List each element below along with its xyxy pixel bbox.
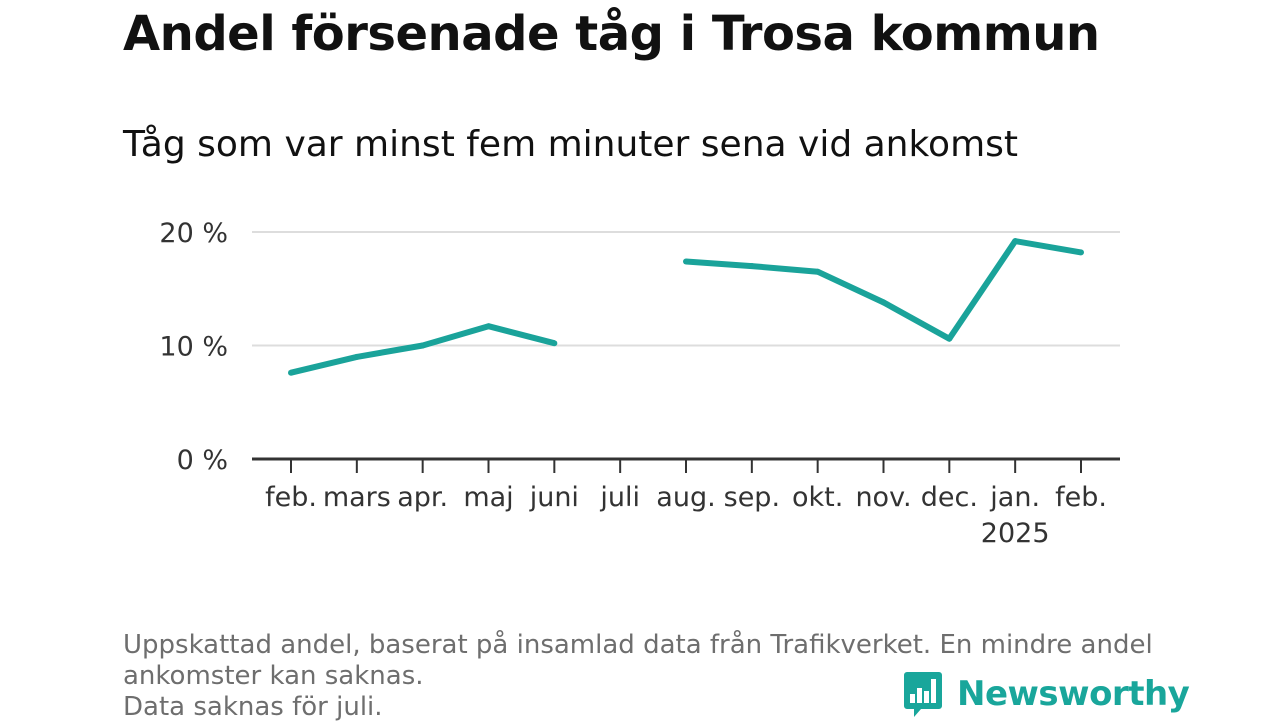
series-line-segment [685,238,1082,342]
series-line-segment [290,323,556,376]
data-point [748,263,755,270]
data-point [946,335,953,342]
x-tick-label: nov. [855,482,911,513]
x-tick-label: jan. [989,482,1040,513]
source-note-line: ankomster kan saknas. [123,661,424,691]
x-tick-label: okt. [792,482,843,513]
x-tick-label: apr. [397,482,448,513]
data-point [419,342,426,349]
source-note: Uppskattad andel, baserat på insamlad da… [123,630,1153,723]
brand-logo-group: Newsworthy [903,670,1190,718]
y-tick-label: 10 % [159,332,228,363]
x-tick-label: dec. [921,482,978,513]
x-year-label: 2025 [981,518,1050,549]
y-tick-label: 0 % [177,445,228,476]
data-point [880,299,887,306]
brand-name: Newsworthy [957,674,1190,714]
x-tick-label: juli [599,482,640,513]
x-tick-label: maj [463,482,513,513]
data-point [814,268,821,275]
data-point [1012,238,1019,245]
bar-chart-speech-bubble-icon [904,672,942,717]
x-tick-label: feb. [1055,482,1107,513]
x-tick-label: sep. [724,482,780,513]
chart-title: Andel försenade tåg i Trosa kommun [123,6,1100,62]
missing-data-note: Data saknas för juli. [123,692,383,722]
x-tick-label: juni [529,482,579,513]
data-point [551,340,558,347]
x-tick-label: aug. [656,482,715,513]
data-point [353,353,360,360]
x-tick-label: mars [323,482,391,513]
line-chart: 0 %10 %20 %feb. mars apr. maj juni juli aug. se… [159,218,1120,549]
data-point [485,323,492,330]
data-point [1078,249,1084,256]
y-tick-label: 20 % [159,218,228,249]
chart-subtitle: Tåg som var minst fem minuter sena vid a… [123,124,1019,165]
data-point [288,369,294,376]
x-tick-label: feb. [265,482,317,513]
data-point [683,258,689,265]
source-note-line: Uppskattad andel, baserat på insamlad da… [123,630,1153,660]
